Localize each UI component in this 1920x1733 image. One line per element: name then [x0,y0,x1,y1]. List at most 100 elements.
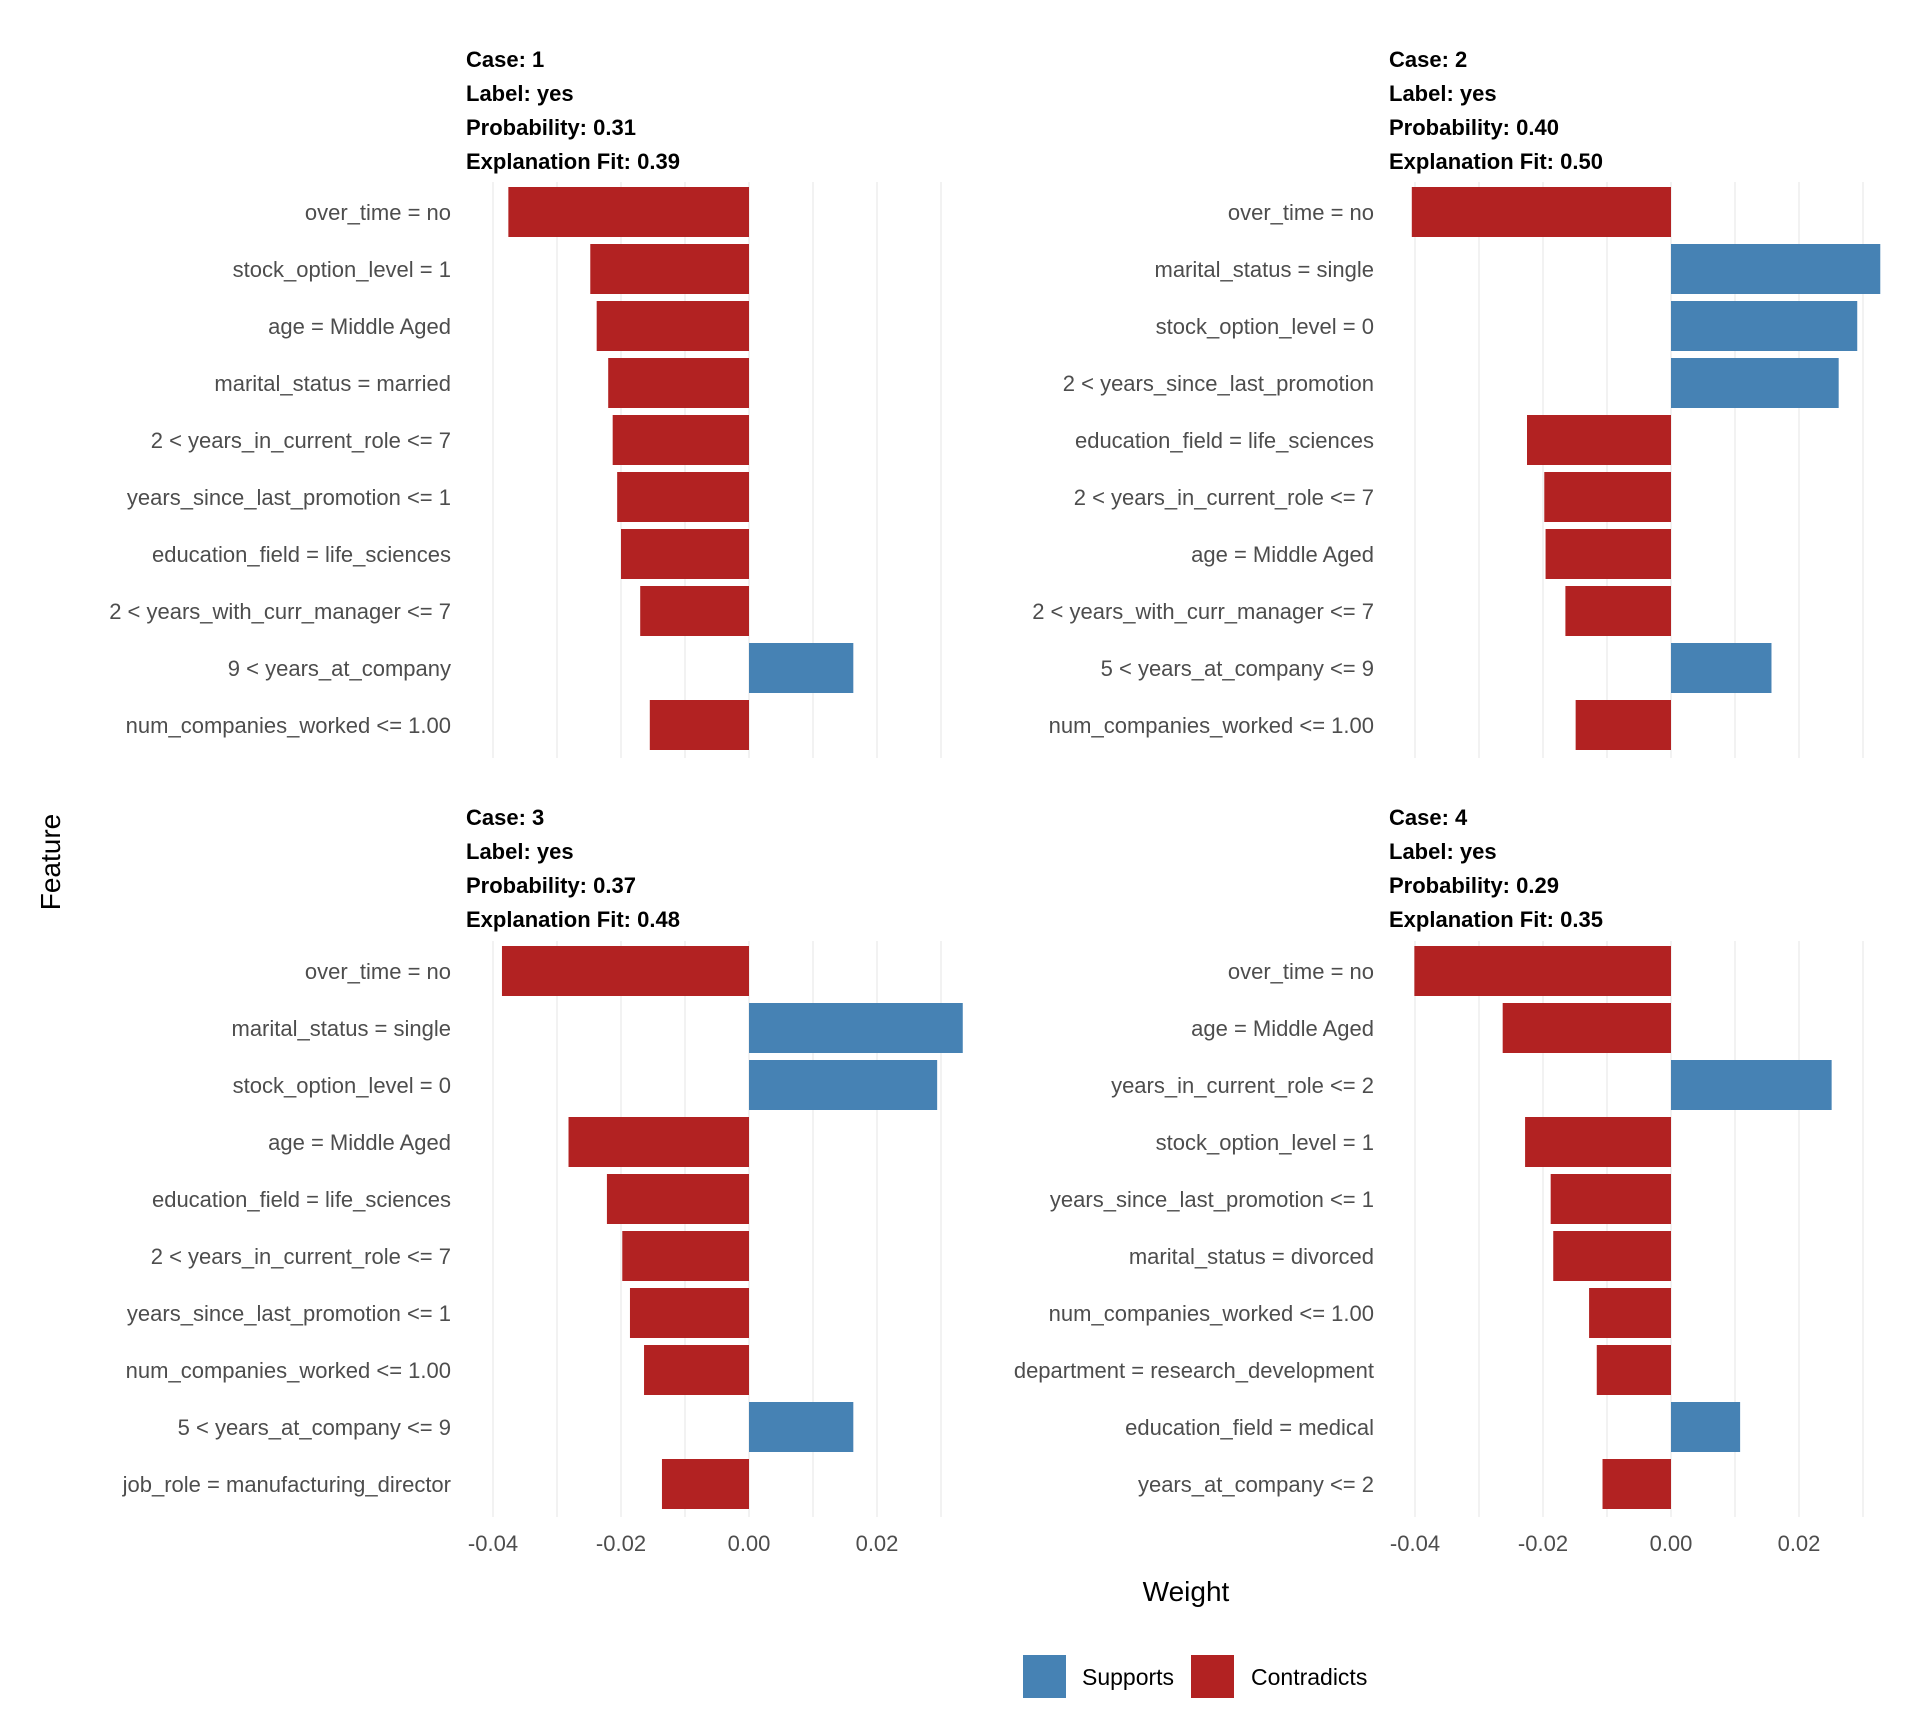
feature-label: over_time = no [1228,959,1374,984]
bar [590,244,749,294]
bar [640,586,749,636]
feature-label: education_field = life_sciences [152,542,451,567]
legend: Supports Contradicts [1023,1655,1367,1698]
feature-label: department = research_development [1014,1358,1374,1383]
bar [1525,1117,1671,1167]
explanation-fit-line: Explanation Fit: 0.39 [466,149,680,174]
feature-label: num_companies_worked <= 1.00 [126,1358,451,1383]
facet-panel-case-1: Case: 1 Label: yes Probability: 0.31 Explan… [109,47,942,758]
bar [1550,1174,1671,1224]
feature-label: 2 < years_in_current_role <= 7 [1074,485,1374,510]
feature-label: 2 < years_with_curr_manager <= 7 [109,599,451,624]
x-tick-label: -0.02 [1518,1531,1568,1556]
feature-label: over_time = no [305,200,451,225]
explanation-fit-line: Explanation Fit: 0.50 [1389,149,1603,174]
x-tick-label: 0.00 [728,1531,771,1556]
feature-label: age = Middle Aged [1191,1016,1374,1041]
feature-label: years_since_last_promotion <= 1 [127,1301,451,1326]
bar [1553,1231,1671,1281]
bar [644,1345,749,1395]
bar [661,1459,749,1509]
bar [749,1003,963,1053]
feature-label: marital_status = single [1155,257,1375,282]
bar [1602,1459,1671,1509]
feature-label: 2 < years_in_current_role <= 7 [151,1244,451,1269]
y-axis-title: Feature [35,814,66,911]
x-axis-title: Weight [1143,1576,1230,1607]
feature-label: num_companies_worked <= 1.00 [1049,713,1374,738]
legend-label-supports: Supports [1082,1664,1174,1690]
probability-line: Probability: 0.37 [466,873,636,898]
bar [629,1288,749,1338]
bar [1671,1402,1741,1452]
feature-label: 2 < years_with_curr_manager <= 7 [1032,599,1374,624]
legend-label-contradicts: Contradicts [1251,1664,1367,1690]
bar [1545,529,1671,579]
bar [1527,415,1671,465]
bar [749,1402,854,1452]
bar [617,472,749,522]
bar [1596,1345,1671,1395]
feature-label: over_time = no [1228,200,1374,225]
feature-label: num_companies_worked <= 1.00 [1049,1301,1374,1326]
x-tick-label: -0.04 [468,1531,518,1556]
x-tick-label: 0.02 [856,1531,899,1556]
bar [1411,187,1671,237]
feature-label: marital_status = divorced [1129,1244,1374,1269]
bar [749,643,854,693]
feature-label: age = Middle Aged [268,1130,451,1155]
feature-label: 2 < years_since_last_promotion [1063,371,1374,396]
bar [568,1117,749,1167]
feature-label: stock_option_level = 1 [1156,1130,1374,1155]
bar [612,415,749,465]
bar [1671,643,1772,693]
feature-label: 5 < years_at_company <= 9 [178,1415,451,1440]
bar [1502,1003,1671,1053]
bar [1544,472,1671,522]
bar [1565,586,1671,636]
feature-label: age = Middle Aged [268,314,451,339]
feature-label: years_since_last_promotion <= 1 [1050,1187,1374,1212]
feature-label: stock_option_level = 1 [233,257,451,282]
bar [508,187,749,237]
bar [596,301,749,351]
feature-label: stock_option_level = 0 [1156,314,1374,339]
probability-line: Probability: 0.29 [1389,873,1559,898]
bar [649,700,749,750]
case-title: Case: 2 [1389,47,1467,72]
feature-label: marital_status = single [232,1016,452,1041]
facet-panel-case-3: Case: 3 Label: yes Probability: 0.37 Explan… [122,805,963,1556]
feature-label: years_at_company <= 2 [1138,1472,1374,1497]
bar [501,946,749,996]
bar [622,1231,749,1281]
facet-panel-case-4: Case: 4 Label: yes Probability: 0.29 Explan… [1014,805,1864,1556]
feature-label: 9 < years_at_company [228,656,451,681]
case-title: Case: 1 [466,47,544,72]
bar [606,1174,749,1224]
probability-line: Probability: 0.31 [466,115,636,140]
bar [621,529,749,579]
bar [1671,244,1881,294]
x-tick-label: -0.04 [1390,1531,1440,1556]
probability-line: Probability: 0.40 [1389,115,1559,140]
label-line: Label: yes [1389,839,1497,864]
label-line: Label: yes [466,81,574,106]
bar [1575,700,1671,750]
bar [1671,301,1858,351]
bar [1414,946,1671,996]
feature-label: years_in_current_role <= 2 [1111,1073,1374,1098]
bar [1671,1060,1832,1110]
label-line: Label: yes [466,839,574,864]
feature-label: 2 < years_in_current_role <= 7 [151,428,451,453]
legend-swatch-supports [1023,1655,1066,1698]
bar [749,1060,938,1110]
bar [608,358,749,408]
case-title: Case: 4 [1389,805,1468,830]
feature-label: stock_option_level = 0 [233,1073,451,1098]
feature-label: education_field = life_sciences [152,1187,451,1212]
feature-label: age = Middle Aged [1191,542,1374,567]
x-tick-label: 0.02 [1778,1531,1821,1556]
feature-label: over_time = no [305,959,451,984]
